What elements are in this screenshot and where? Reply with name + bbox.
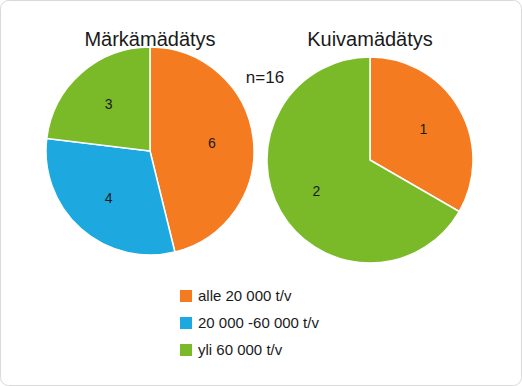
- slice: [47, 47, 150, 151]
- data-label: 6: [208, 135, 216, 151]
- legend-swatch: [180, 290, 192, 302]
- legend-label: yli 60 000 t/v: [198, 341, 283, 358]
- legend-swatch: [180, 317, 192, 329]
- annotation: n=16: [246, 68, 284, 87]
- pie: [46, 47, 254, 255]
- pie: [267, 57, 473, 263]
- legend-label: 20 000 -60 000 t/v: [198, 314, 319, 331]
- slice: [267, 57, 459, 263]
- frame: [1, 1, 522, 386]
- slice: [46, 138, 175, 255]
- legend: alle 20 000 t/v 20 000 -60 000 t/v yli 60 …: [180, 287, 319, 358]
- chart: Märkämädätys643Kuivamädätys12n=16alle 20…: [0, 0, 522, 386]
- data-label: 3: [105, 96, 113, 112]
- data-label: 2: [313, 183, 321, 199]
- data-label: 4: [105, 190, 113, 206]
- legend-swatch: [180, 344, 192, 356]
- pie-title: Kuivamädätys: [307, 28, 433, 50]
- legend-label: alle 20 000 t/v: [198, 287, 292, 304]
- data-label: 1: [420, 121, 428, 137]
